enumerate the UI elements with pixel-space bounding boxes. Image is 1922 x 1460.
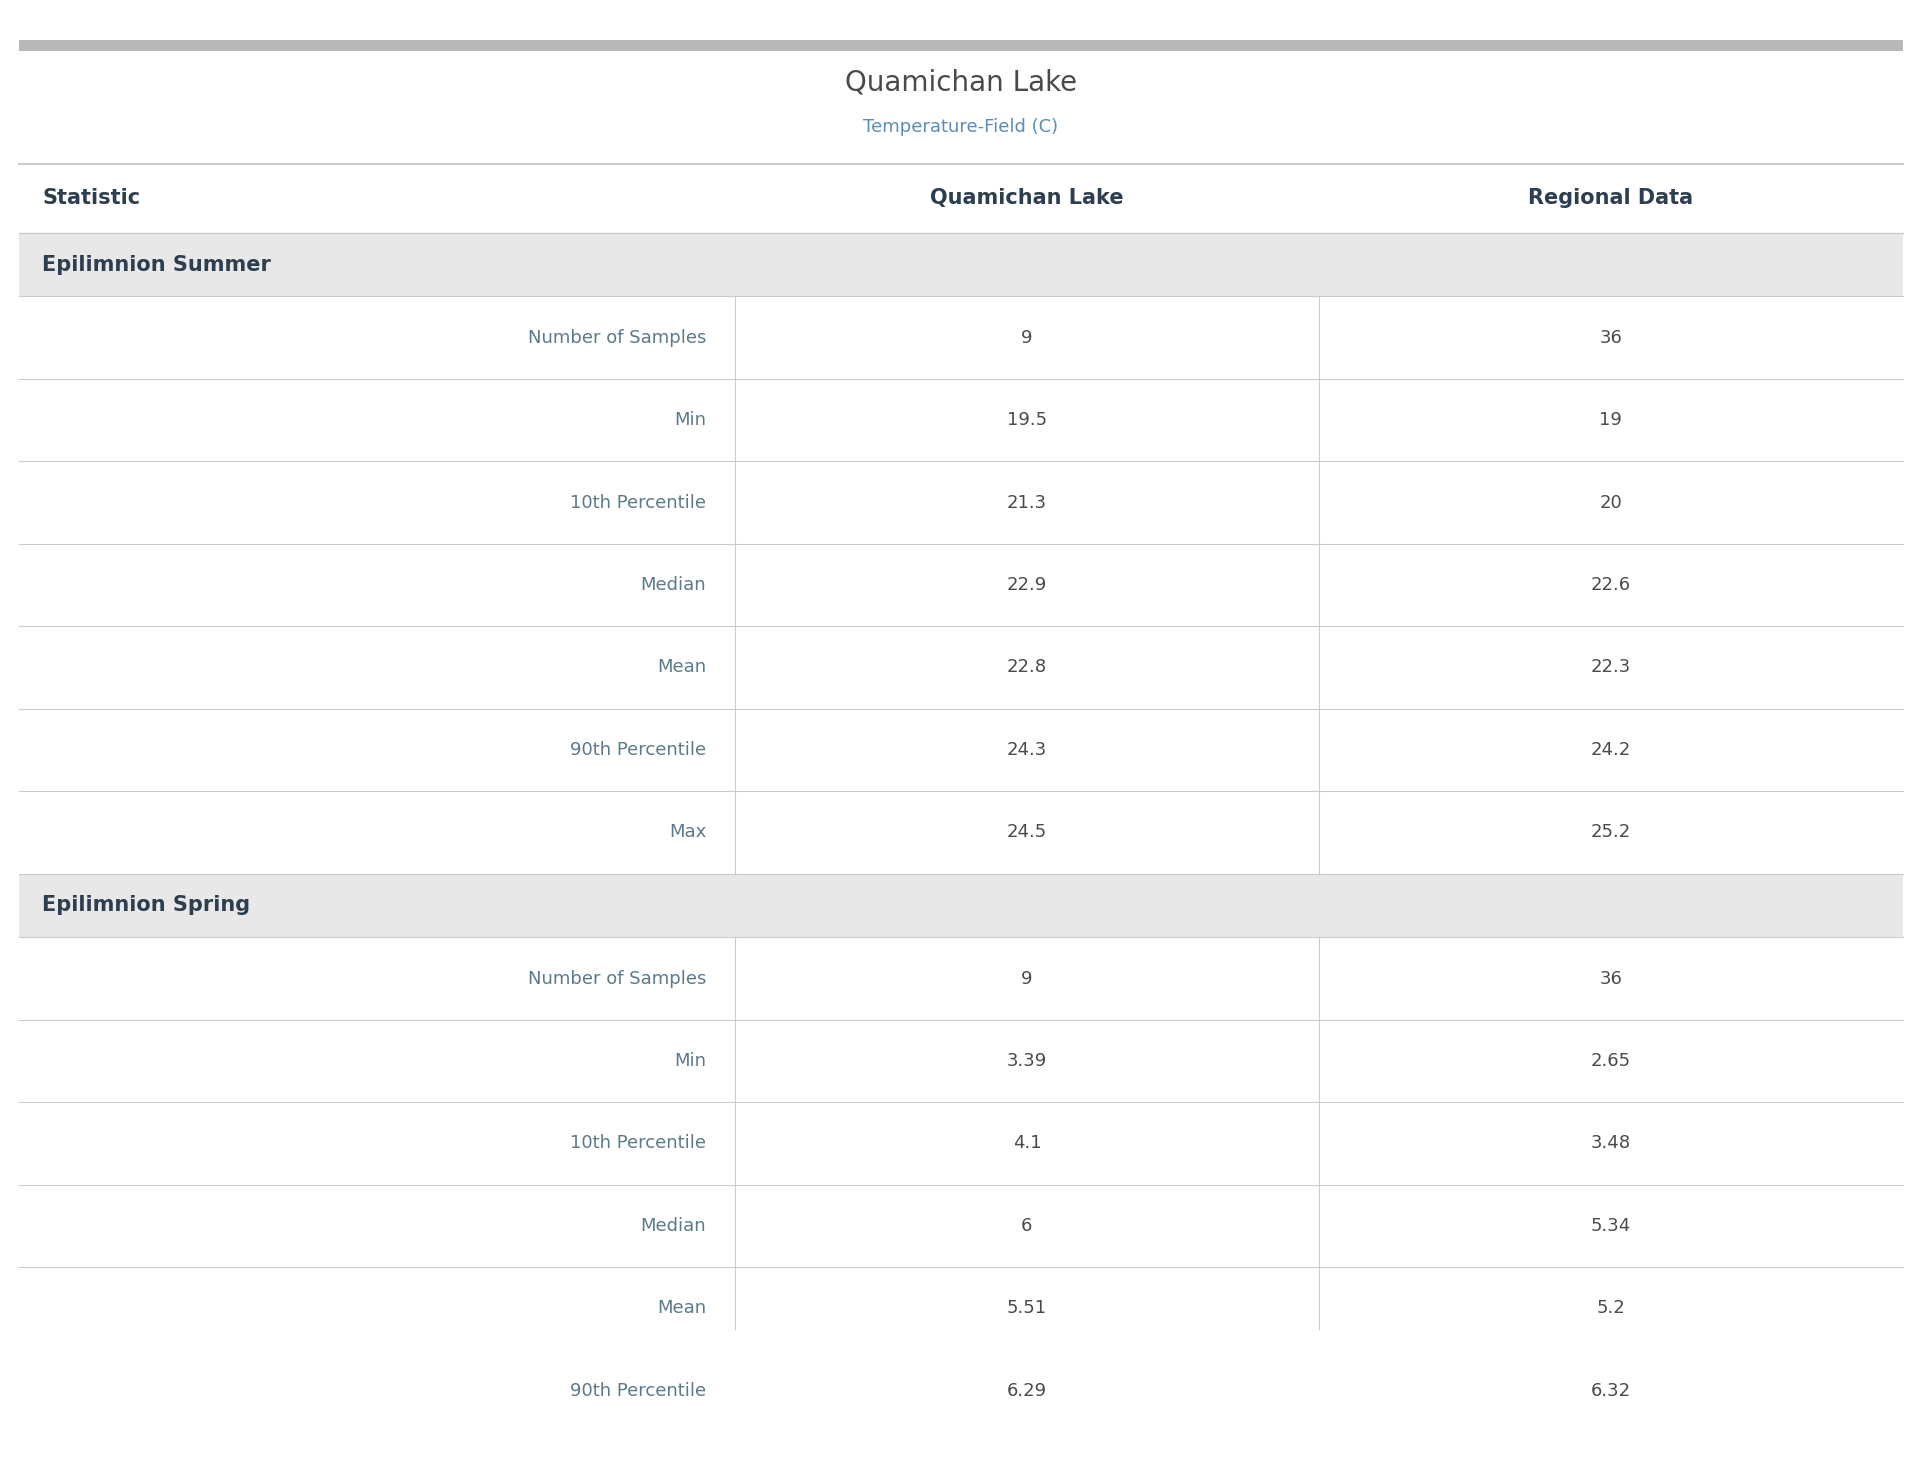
Text: 21.3: 21.3: [1007, 493, 1047, 511]
Bar: [19, 380, 1903, 461]
Bar: [19, 791, 1903, 873]
Bar: [19, 708, 1903, 791]
Text: 25.2: 25.2: [1591, 823, 1632, 841]
Text: 19.5: 19.5: [1007, 412, 1047, 429]
Text: Min: Min: [675, 1053, 705, 1070]
Text: 90th Percentile: 90th Percentile: [571, 740, 705, 759]
Bar: [19, 164, 1903, 232]
Bar: [19, 51, 1903, 164]
Text: Number of Samples: Number of Samples: [529, 328, 705, 346]
Text: 90th Percentile: 90th Percentile: [571, 1381, 705, 1400]
Text: 5.51: 5.51: [1007, 1299, 1047, 1317]
Bar: [19, 1102, 1903, 1184]
Text: 5.34: 5.34: [1591, 1216, 1632, 1235]
Text: Mean: Mean: [657, 658, 705, 676]
Text: 10th Percentile: 10th Percentile: [571, 493, 705, 511]
Text: Regional Data: Regional Data: [1528, 188, 1693, 209]
Bar: [19, 873, 1903, 937]
Text: 24.3: 24.3: [1007, 740, 1047, 759]
Bar: [19, 543, 1903, 626]
Text: 36: 36: [1599, 969, 1622, 987]
Bar: [19, 937, 1903, 1019]
Bar: [19, 296, 1903, 380]
Text: Temperature-Field (C): Temperature-Field (C): [863, 118, 1059, 136]
Text: 9: 9: [1021, 328, 1032, 346]
Text: 6.29: 6.29: [1007, 1381, 1047, 1400]
Text: Number of Samples: Number of Samples: [529, 969, 705, 987]
Text: 22.9: 22.9: [1007, 577, 1047, 594]
Text: 36: 36: [1599, 328, 1622, 346]
Text: 4.1: 4.1: [1013, 1134, 1042, 1152]
Bar: [19, 1267, 1903, 1349]
Text: 19: 19: [1599, 412, 1622, 429]
Text: Max: Max: [669, 823, 705, 841]
Text: 6: 6: [1021, 1216, 1032, 1235]
Bar: [19, 1184, 1903, 1267]
Text: Quamichan Lake: Quamichan Lake: [930, 188, 1124, 209]
Text: 3.48: 3.48: [1591, 1134, 1632, 1152]
Text: 5.2: 5.2: [1597, 1299, 1626, 1317]
Text: 9: 9: [1021, 969, 1032, 987]
Text: 2.65: 2.65: [1591, 1053, 1632, 1070]
Bar: [19, 626, 1903, 708]
Text: 10th Percentile: 10th Percentile: [571, 1134, 705, 1152]
Text: Mean: Mean: [657, 1299, 705, 1317]
Text: Epilimnion Summer: Epilimnion Summer: [42, 254, 271, 274]
Text: 3.39: 3.39: [1007, 1053, 1047, 1070]
Text: 22.6: 22.6: [1591, 577, 1632, 594]
Text: Epilimnion Spring: Epilimnion Spring: [42, 895, 250, 915]
Text: Statistic: Statistic: [42, 188, 140, 209]
Bar: [19, 1349, 1903, 1432]
Text: Median: Median: [640, 1216, 705, 1235]
Text: 20: 20: [1599, 493, 1622, 511]
Text: 22.8: 22.8: [1007, 658, 1047, 676]
Text: 24.2: 24.2: [1591, 740, 1632, 759]
Bar: [19, 232, 1903, 296]
Text: 22.3: 22.3: [1591, 658, 1632, 676]
Bar: [19, 1019, 1903, 1102]
Text: Min: Min: [675, 412, 705, 429]
Text: Median: Median: [640, 577, 705, 594]
Text: 6.32: 6.32: [1591, 1381, 1632, 1400]
Text: Quamichan Lake: Quamichan Lake: [846, 69, 1076, 96]
Bar: [19, 461, 1903, 543]
Bar: [19, 39, 1903, 51]
Text: 24.5: 24.5: [1007, 823, 1047, 841]
Bar: [19, 1432, 1903, 1460]
